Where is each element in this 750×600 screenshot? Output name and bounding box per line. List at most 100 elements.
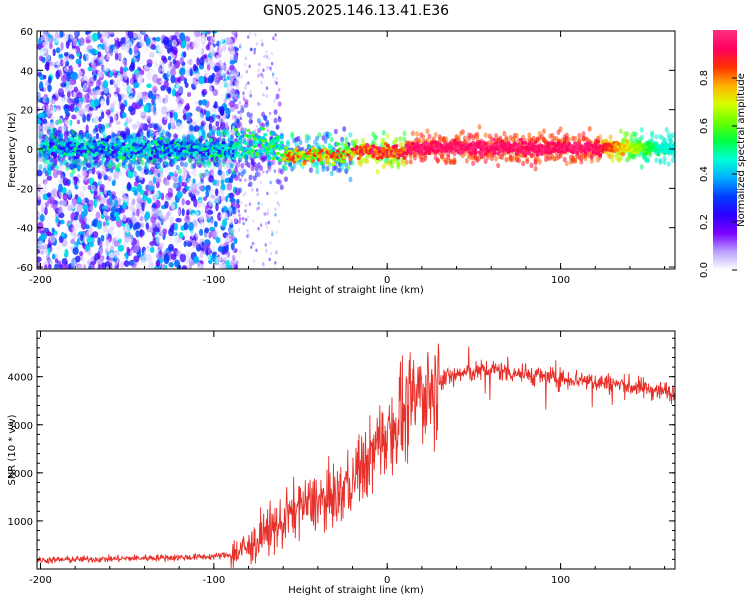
- spectrogram-cell: [179, 231, 184, 239]
- spectrogram-cell: [268, 111, 272, 116]
- spectrogram-cell: [125, 129, 130, 136]
- spectrogram-cell: [173, 112, 178, 121]
- spectrogram-cell: [194, 73, 199, 78]
- spectrogram-cell: [240, 200, 243, 205]
- spectrogram-cell: [153, 81, 158, 87]
- spectrogram-cell: [329, 170, 334, 177]
- spectrogram-cell: [421, 134, 426, 140]
- spectrogram-cell: [192, 126, 197, 133]
- spectrogram-cell: [139, 228, 144, 238]
- spectrogram-cell: [202, 32, 206, 38]
- spectrogram-cell: [152, 157, 157, 164]
- spectrogram-cell: [471, 160, 476, 167]
- spectrogram-cell: [44, 201, 49, 208]
- spectrogram-cell: [558, 126, 563, 133]
- spectrogram-cell: [344, 136, 349, 143]
- spectrogram-cell: [188, 170, 194, 176]
- spectrogram-cell: [252, 219, 255, 223]
- spectrogram-cell: [63, 52, 69, 57]
- spectrogram-cell: [253, 32, 257, 37]
- spectrogram-cell: [257, 68, 260, 73]
- spectrogram-cell: [265, 249, 268, 253]
- spectrogram-cell: [256, 171, 261, 178]
- spectrogram-cell: [124, 85, 131, 93]
- spectrogram-cell: [220, 179, 225, 185]
- spectrogram-cell: [127, 196, 134, 202]
- spectrogram-cell: [229, 197, 236, 203]
- spectrogram-cell: [214, 65, 219, 73]
- spectrogram-cell: [48, 157, 53, 164]
- spectrogram-cell: [96, 221, 103, 230]
- spectrogram-cell: [267, 166, 272, 172]
- spectrogram-cell: [140, 111, 147, 120]
- spectrogram-cell: [88, 80, 94, 87]
- spectrogram-cell: [504, 135, 509, 141]
- spectrogram-cell: [398, 136, 403, 142]
- spectrogram-cell: [60, 82, 67, 88]
- spectrogram-cell: [47, 263, 52, 269]
- spectrogram-cell: [209, 138, 214, 142]
- spectrogram-cell: [230, 242, 235, 251]
- spectrogram-cell: [242, 221, 245, 226]
- spectrogram-cell: [137, 95, 141, 101]
- spectrogram-cell: [228, 192, 235, 199]
- spectrogram-cell: [171, 88, 177, 97]
- spectrogram-cell: [125, 224, 130, 234]
- spectrogram-cell: [71, 168, 76, 175]
- spectrogram-cell: [77, 196, 82, 204]
- spectrogram-cell: [223, 98, 227, 104]
- spectrogram-cell: [186, 92, 192, 97]
- spectrogram-cell: [113, 46, 118, 55]
- spectrogram-cell: [209, 153, 214, 158]
- spectrogram-cell: [37, 43, 42, 50]
- spectrogram-cell: [43, 84, 48, 93]
- spectrogram-cell: [126, 181, 132, 191]
- spectrogram-cell: [257, 201, 260, 206]
- spectrogram-cell: [183, 77, 188, 85]
- spectrogram-cell: [198, 192, 202, 199]
- spectrogram-cell: [144, 164, 149, 170]
- spectrogram-cell: [244, 86, 247, 90]
- spectrogram-cell: [87, 185, 92, 191]
- spectrogram-cell: [123, 121, 128, 128]
- spectrogram-cell: [267, 220, 271, 225]
- spectrogram-cell: [230, 253, 236, 261]
- spectrogram-cell: [69, 137, 74, 141]
- spectrogram-cell: [189, 124, 194, 132]
- spectrogram-cell: [59, 219, 65, 225]
- spectrogram-cell: [239, 249, 242, 254]
- spectrogram-cell: [273, 109, 278, 115]
- spectrogram-cell: [204, 239, 211, 245]
- spectrogram-cell: [255, 248, 258, 253]
- spectrogram-cell: [94, 252, 99, 261]
- spectrogram-cell: [170, 117, 175, 124]
- spectrogram-cell: [151, 231, 156, 238]
- spectrogram-cell: [242, 168, 247, 175]
- spectrogram-cell: [107, 163, 112, 169]
- spectrogram-cell: [260, 80, 263, 85]
- spectrogram-cell: [237, 80, 240, 85]
- spectrogram-cell: [385, 133, 390, 139]
- spectrogram-cell: [65, 130, 70, 137]
- spectrogram-cell: [217, 158, 222, 164]
- spectrogram-cell: [279, 184, 284, 191]
- spectrogram-cell: [220, 196, 226, 201]
- spectrogram-cell: [262, 41, 265, 46]
- spectrogram-cell: [204, 68, 211, 78]
- spectrogram-cell: [275, 191, 278, 195]
- spectrogram-cell: [165, 194, 169, 201]
- spectrogram-cell: [72, 37, 77, 47]
- spectrogram-cell: [161, 67, 167, 73]
- spectrogram-cell: [222, 74, 227, 79]
- spectrogram-cell: [160, 192, 165, 201]
- spectrogram-cell: [140, 259, 147, 267]
- spectrogram-cell: [111, 154, 116, 159]
- spectrogram-cell: [44, 45, 48, 54]
- spectrogram-cell: [219, 92, 224, 101]
- spectrogram-cell: [257, 102, 260, 106]
- spectrogram-cell: [269, 180, 272, 185]
- spectrogram-cell: [130, 138, 135, 142]
- spectrogram-cell: [88, 133, 93, 140]
- spectrogram-cell: [186, 43, 190, 51]
- spectrogram-cell: [639, 164, 644, 170]
